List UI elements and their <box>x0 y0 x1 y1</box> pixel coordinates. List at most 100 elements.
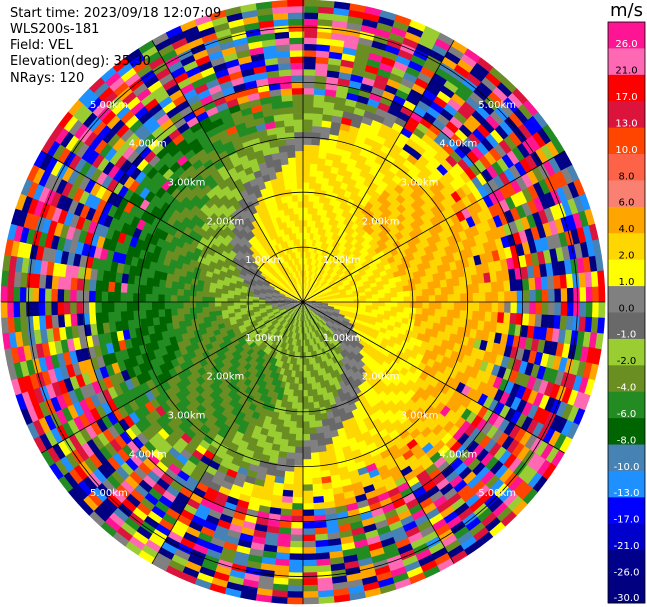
velocity-gate <box>312 502 325 510</box>
velocity-gate <box>317 284 323 291</box>
velocity-gate <box>420 340 429 350</box>
velocity-gate <box>272 482 284 491</box>
velocity-gate <box>334 339 342 347</box>
velocity-gate <box>252 529 267 539</box>
velocity-gate <box>349 3 368 14</box>
velocity-gate <box>460 396 473 410</box>
velocity-gate <box>323 500 336 509</box>
velocity-gate <box>303 125 314 133</box>
velocity-gate <box>429 183 441 196</box>
velocity-gate <box>443 227 454 239</box>
velocity-gate <box>311 318 316 325</box>
velocity-gate <box>597 270 605 288</box>
velocity-gate <box>303 289 305 296</box>
velocity-gate <box>107 290 115 302</box>
velocity-gate <box>499 120 515 137</box>
velocity-gate <box>402 492 417 505</box>
velocity-gate <box>288 382 295 390</box>
velocity-gate <box>318 335 324 343</box>
velocity-gate <box>421 530 439 544</box>
velocity-gate <box>454 334 464 346</box>
velocity-gate <box>338 129 350 139</box>
velocity-gate <box>308 313 312 320</box>
velocity-gate <box>439 405 451 418</box>
velocity-gate <box>382 454 395 466</box>
velocity-gate <box>354 345 362 353</box>
velocity-gate <box>292 357 298 365</box>
velocity-gate <box>492 175 506 190</box>
velocity-gate <box>535 147 550 165</box>
velocity-gate <box>120 291 128 302</box>
velocity-gate <box>304 333 307 341</box>
velocity-gate <box>289 540 303 548</box>
velocity-gate <box>371 305 379 311</box>
velocity-gate <box>354 225 363 234</box>
velocity-gate <box>445 515 463 530</box>
velocity-gate <box>317 268 323 275</box>
velocity-gate <box>534 276 543 291</box>
velocity-gate <box>437 346 447 357</box>
velocity-gate <box>306 333 309 340</box>
velocity-gate <box>305 283 309 290</box>
velocity-gate <box>336 427 346 437</box>
velocity-gate <box>330 282 337 288</box>
velocity-gate <box>500 435 515 451</box>
velocity-gate <box>405 566 424 579</box>
velocity-gate <box>455 393 467 406</box>
velocity-gate <box>435 500 452 514</box>
velocity-gate <box>324 286 332 291</box>
velocity-gate <box>305 314 308 321</box>
velocity-gate <box>449 440 463 455</box>
velocity-gate <box>316 253 322 261</box>
velocity-gate <box>341 419 351 429</box>
velocity-gate <box>349 255 358 263</box>
velocity-gate <box>320 347 327 356</box>
velocity-gate <box>443 103 459 117</box>
velocity-gate <box>170 287 178 296</box>
velocity-gate <box>358 367 367 376</box>
velocity-gate <box>312 207 319 216</box>
velocity-gate <box>284 343 290 351</box>
velocity-gate <box>227 305 235 310</box>
velocity-gate <box>387 560 405 572</box>
velocity-gate <box>253 478 266 487</box>
velocity-gate <box>262 480 275 489</box>
velocity-gate <box>321 263 328 271</box>
velocity-gate <box>584 208 596 227</box>
velocity-gate <box>584 271 593 289</box>
velocity-gate <box>326 290 334 295</box>
velocity-gate <box>303 257 306 265</box>
velocity-gate <box>328 556 345 566</box>
velocity-gate <box>440 432 453 446</box>
velocity-gate <box>220 546 237 558</box>
velocity-gate <box>446 138 460 152</box>
velocity-gate <box>300 308 303 315</box>
velocity-gate <box>297 389 303 397</box>
velocity-gate <box>317 313 324 319</box>
velocity-gate <box>328 238 335 247</box>
velocity-gate <box>272 577 289 586</box>
velocity-gate <box>338 335 346 343</box>
velocity-gate <box>308 357 313 365</box>
velocity-gate <box>473 254 482 267</box>
velocity-gate <box>347 252 355 261</box>
velocity-gate <box>323 332 330 340</box>
velocity-gate <box>439 186 452 200</box>
velocity-gate <box>95 279 103 292</box>
velocity-gate <box>309 163 319 171</box>
velocity-gate <box>516 190 528 206</box>
velocity-gate <box>333 292 341 296</box>
velocity-gate <box>328 302 335 304</box>
velocity-gate <box>498 378 509 393</box>
velocity-gate <box>485 302 493 313</box>
velocity-gate <box>369 46 386 58</box>
velocity-gate <box>322 494 335 503</box>
velocity-gate <box>366 58 382 69</box>
velocity-gate <box>312 259 317 267</box>
velocity-gate <box>342 490 356 500</box>
velocity-gate <box>294 332 299 340</box>
velocity-gate <box>292 345 297 353</box>
velocity-gate <box>550 189 563 207</box>
velocity-gate <box>541 302 549 316</box>
velocity-gate <box>476 273 485 285</box>
